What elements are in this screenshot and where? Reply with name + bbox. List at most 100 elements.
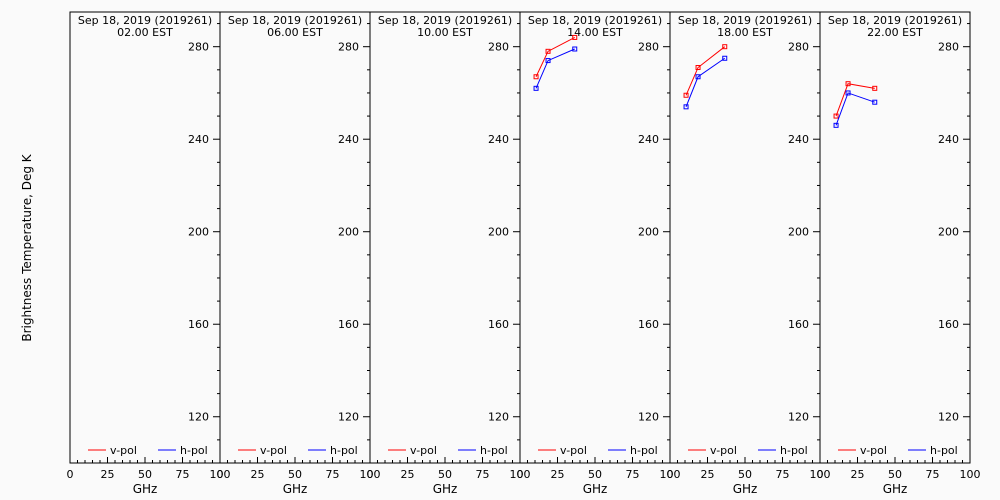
y-tick-label: 160 (338, 318, 359, 331)
panel-subtitle: 14.00 EST (567, 26, 623, 39)
x-axis-label: GHz (433, 482, 458, 496)
v-pol-point (845, 81, 851, 87)
panel-3: Sep 18, 2019 (2019261)10.00 EST 0 25 50 75 10… (367, 11, 531, 496)
x-tick-label: 100 (960, 468, 981, 481)
y-tick-label: 120 (188, 411, 209, 424)
legend-label-v-pol: v-pol (560, 444, 587, 457)
y-tick-label: 200 (788, 226, 809, 239)
y-tick-label: 280 (638, 41, 659, 54)
panel-2: Sep 18, 2019 (2019261)06.00 EST 0 25 50 75 10… (217, 11, 381, 496)
v-pol-point (833, 113, 839, 119)
x-tick-label: 50 (588, 468, 602, 481)
legend-label-v-pol: v-pol (410, 444, 437, 457)
x-tick-label: 0 (67, 468, 74, 481)
y-tick-label: 280 (788, 41, 809, 54)
h-pol-point (572, 46, 578, 52)
legend-label-h-pol: h-pol (180, 444, 208, 457)
panel-title: Sep 18, 2019 (2019261) (528, 14, 662, 27)
h-pol-point (722, 55, 728, 61)
h-pol-point (845, 90, 851, 96)
panel-subtitle: 10.00 EST (417, 26, 473, 39)
panel-6: Sep 18, 2019 (2019261)22.00 EST 0 25 50 75 10… (817, 11, 981, 496)
y-tick-label: 160 (938, 318, 959, 331)
y-tick-label: 200 (938, 226, 959, 239)
v-pol-line (685, 46, 726, 96)
x-tick-label: 25 (251, 468, 265, 481)
y-tick-label: 280 (938, 41, 959, 54)
legend-label-v-pol: v-pol (110, 444, 137, 457)
h-pol-line (535, 48, 575, 89)
panel-subtitle: 22.00 EST (867, 26, 923, 39)
x-tick-label: 100 (210, 468, 231, 481)
legend-label-h-pol: h-pol (630, 444, 658, 457)
panel-5: Sep 18, 2019 (2019261)18.00 EST 0 25 50 75 10… (667, 11, 831, 496)
x-axis-label: GHz (733, 482, 758, 496)
panel-title: Sep 18, 2019 (2019261) (78, 14, 212, 27)
y-tick-label: 120 (938, 411, 959, 424)
y-tick-label: 240 (788, 133, 809, 146)
x-tick-label: 75 (626, 468, 640, 481)
legend-label-h-pol: h-pol (930, 444, 958, 457)
x-tick-label: 0 (817, 468, 824, 481)
x-tick-label: 50 (738, 468, 752, 481)
panel-title: Sep 18, 2019 (2019261) (828, 14, 962, 27)
legend-label-v-pol: v-pol (710, 444, 737, 457)
y-tick-label: 160 (638, 318, 659, 331)
v-pol-point (695, 65, 701, 71)
y-tick-label: 120 (638, 411, 659, 424)
y-tick-label: 240 (188, 133, 209, 146)
legend-label-h-pol: h-pol (330, 444, 358, 457)
h-pol-point (872, 99, 878, 105)
x-tick-label: 100 (810, 468, 831, 481)
panel-subtitle: 02.00 EST (117, 26, 173, 39)
x-tick-label: 75 (476, 468, 490, 481)
panel-1: Sep 18, 2019 (2019261)02.00 EST 0 25 50 75 10… (67, 11, 231, 496)
x-tick-label: 50 (288, 468, 302, 481)
h-pol-point (545, 58, 551, 64)
y-tick-label: 280 (338, 41, 359, 54)
y-tick-label: 160 (788, 318, 809, 331)
panel-title: Sep 18, 2019 (2019261) (678, 14, 812, 27)
v-pol-line (835, 83, 875, 117)
panel-4: Sep 18, 2019 (2019261)14.00 EST 0 25 50 75 10… (517, 11, 681, 496)
y-tick-label: 200 (338, 226, 359, 239)
x-tick-label: 0 (667, 468, 674, 481)
v-pol-point (683, 92, 689, 98)
y-tick-label: 200 (638, 226, 659, 239)
h-pol-point (833, 122, 839, 128)
x-axis-label: GHz (283, 482, 308, 496)
x-tick-label: 0 (367, 468, 374, 481)
x-tick-label: 25 (701, 468, 715, 481)
x-tick-label: 25 (851, 468, 865, 481)
x-tick-label: 100 (510, 468, 531, 481)
panel-subtitle: 18.00 EST (717, 26, 773, 39)
y-tick-label: 240 (938, 133, 959, 146)
legend-label-v-pol: v-pol (260, 444, 287, 457)
y-axis-label: Brightness Temperature, Deg K (20, 153, 34, 341)
legend-label-h-pol: h-pol (780, 444, 808, 457)
x-tick-label: 25 (401, 468, 415, 481)
v-pol-point (872, 85, 878, 91)
y-tick-label: 280 (188, 41, 209, 54)
x-axis-label: GHz (583, 482, 608, 496)
h-pol-line (835, 92, 875, 126)
x-tick-label: 0 (517, 468, 524, 481)
h-pol-point (533, 85, 539, 91)
y-tick-label: 280 (488, 41, 509, 54)
x-tick-label: 75 (176, 468, 190, 481)
v-pol-point (533, 74, 539, 80)
panel-subtitle: 06.00 EST (267, 26, 323, 39)
x-tick-label: 100 (660, 468, 681, 481)
panel-title: Sep 18, 2019 (2019261) (228, 14, 362, 27)
y-tick-label: 160 (188, 318, 209, 331)
x-tick-label: 75 (326, 468, 340, 481)
x-tick-label: 75 (776, 468, 790, 481)
x-tick-label: 25 (551, 468, 565, 481)
x-tick-label: 50 (138, 468, 152, 481)
x-axis-label: GHz (133, 482, 158, 496)
h-pol-point (683, 104, 689, 110)
x-axis-label: GHz (883, 482, 908, 496)
v-pol-point (722, 44, 728, 50)
